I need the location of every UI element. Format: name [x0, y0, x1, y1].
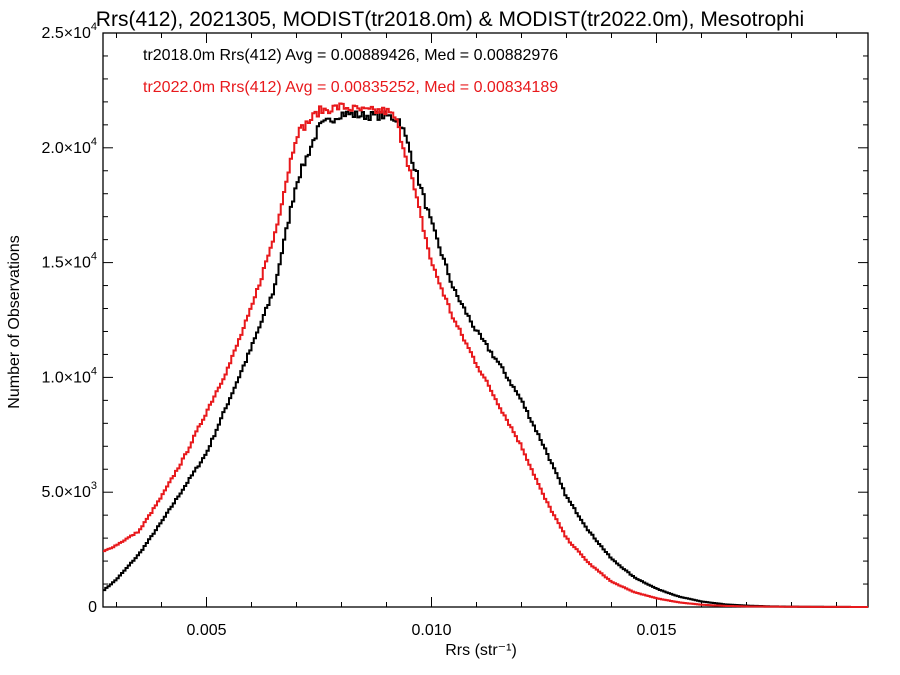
y-tick-exponent: 4	[91, 136, 97, 148]
x-tick-label: 0.015	[636, 622, 676, 639]
legend-entry-tr2022: tr2022.0m Rrs(412) Avg = 0.00835252, Med…	[143, 79, 558, 96]
y-tick-base: 2.0×10	[41, 140, 90, 157]
y-tick-label: 2.0×104	[41, 136, 97, 157]
y-tick-label: 5.0×103	[41, 480, 97, 501]
y-tick-exponent: 4	[91, 21, 97, 33]
y-tick-base: 1.0×10	[41, 369, 90, 386]
y-tick-base: 1.5×10	[41, 255, 90, 272]
x-axis-title: Rrs (str⁻¹)	[445, 642, 517, 659]
y-axis-title: Number of Observations	[6, 235, 23, 408]
x-tick-labels: 0.005 0.010 0.015	[186, 622, 676, 639]
chart-title: Rrs(412), 2021305, MODIST(tr2018.0m) & M…	[96, 8, 804, 31]
plot-frame	[102, 32, 869, 608]
series-layer	[103, 102, 868, 608]
y-tick-exponent: 4	[91, 251, 97, 263]
y-tick-base: 0	[88, 599, 97, 616]
plot-area	[102, 32, 869, 608]
axis-ticks	[103, 32, 868, 608]
legend-entry-tr2018: tr2018.0m Rrs(412) Avg = 0.00889426, Med…	[143, 47, 558, 64]
y-tick-base: 2.5×10	[41, 25, 90, 42]
y-tick-label: 1.5×104	[41, 251, 97, 272]
x-tick-label: 0.005	[186, 622, 226, 639]
y-tick-label: 0	[88, 599, 97, 616]
x-tick-label: 0.010	[411, 622, 451, 639]
y-tick-exponent: 3	[91, 480, 97, 492]
y-tick-label: 2.5×104	[41, 21, 97, 42]
series-line-tr2022.0m	[103, 102, 868, 608]
y-tick-exponent: 4	[91, 365, 97, 377]
legend: tr2018.0m Rrs(412) Avg = 0.00889426, Med…	[143, 47, 558, 96]
series-line-tr2018.0m	[103, 110, 868, 608]
y-tick-label: 1.0×104	[41, 365, 97, 386]
y-tick-base: 5.0×10	[41, 484, 90, 501]
